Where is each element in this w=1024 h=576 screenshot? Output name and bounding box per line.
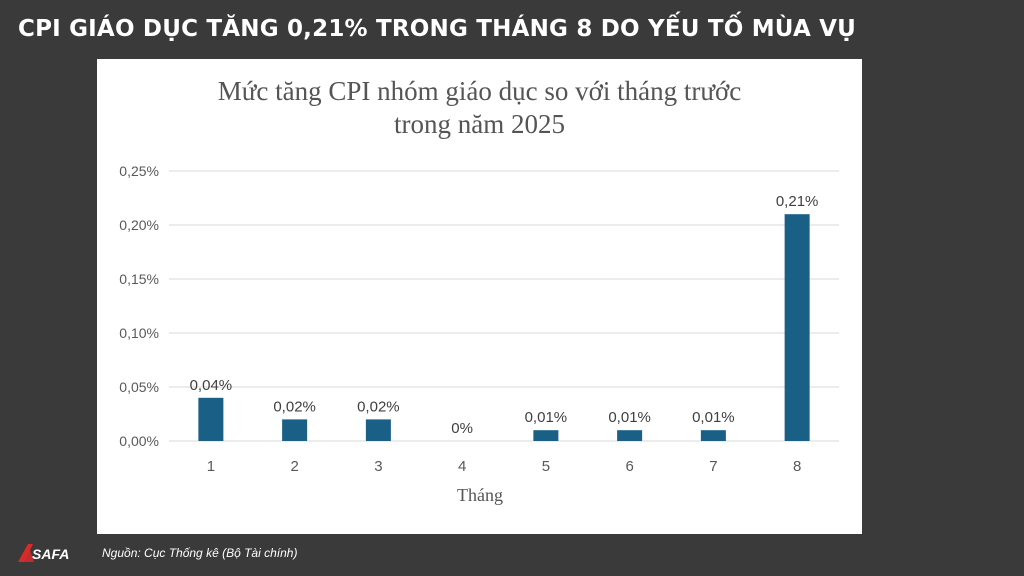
bar xyxy=(700,430,726,441)
y-tick-labels: 0,00% 0,05% 0,10% 0,15% 0,20% 0,25% xyxy=(119,163,159,449)
chart-title-line1: Mức tăng CPI nhóm giáo dục so với tháng … xyxy=(217,76,742,106)
footer: SAFA Nguồn: Cục Thống kê (Bộ Tài chính) xyxy=(16,540,297,566)
data-label: 0,01% xyxy=(608,409,651,426)
bar xyxy=(617,430,643,441)
data-label: 0,04% xyxy=(190,377,233,394)
x-tick-label: 2 xyxy=(290,458,298,475)
data-labels: 0,04% 0,02% 0,02% 0% 0,01% 0,01% 0,01% 0,21% xyxy=(190,193,819,437)
x-tick-label: 6 xyxy=(625,458,633,475)
source-note: Nguồn: Cục Thống kê (Bộ Tài chính) xyxy=(102,546,298,560)
svg-text:SAFA: SAFA xyxy=(32,546,69,562)
data-label: 0,02% xyxy=(357,398,400,415)
gridlines xyxy=(169,170,839,442)
x-tick-label: 3 xyxy=(374,458,382,475)
x-tick-label: 7 xyxy=(709,458,717,475)
x-tick-label: 1 xyxy=(207,458,215,475)
safa-logo: SAFA xyxy=(16,540,74,566)
page-headline: CPI GIÁO DỤC TĂNG 0,21% TRONG THÁNG 8 DO… xyxy=(18,16,857,42)
x-axis-title: Tháng xyxy=(457,485,503,505)
data-label: 0,21% xyxy=(776,193,819,210)
chart-title-line2: trong năm 2025 xyxy=(394,109,565,139)
chart-card: Mức tăng CPI nhóm giáo dục so với tháng … xyxy=(97,59,862,534)
bars xyxy=(198,214,810,441)
y-tick-label: 0,20% xyxy=(119,217,159,233)
data-label: 0,01% xyxy=(692,409,735,426)
y-tick-label: 0,15% xyxy=(119,271,159,287)
bar xyxy=(282,419,308,441)
data-label: 0% xyxy=(451,420,473,437)
x-tick-label: 4 xyxy=(458,458,466,475)
y-tick-label: 0,25% xyxy=(119,163,159,179)
bar xyxy=(784,214,810,441)
x-tick-label: 8 xyxy=(793,458,801,475)
bar xyxy=(533,430,559,441)
data-label: 0,02% xyxy=(273,398,316,415)
x-tick-labels: 1 2 3 4 5 6 7 8 xyxy=(207,458,802,475)
y-tick-label: 0,00% xyxy=(119,433,159,449)
y-tick-label: 0,10% xyxy=(119,325,159,341)
bar-chart: 0,00% 0,05% 0,10% 0,15% 0,20% 0,25% 0,04% 0,02… xyxy=(119,163,839,505)
chart-title: Mức tăng CPI nhóm giáo dục so với tháng … xyxy=(97,75,862,141)
y-tick-label: 0,05% xyxy=(119,379,159,395)
bar xyxy=(198,397,224,441)
x-tick-label: 5 xyxy=(542,458,550,475)
bar xyxy=(365,419,391,441)
data-label: 0,01% xyxy=(525,409,568,426)
